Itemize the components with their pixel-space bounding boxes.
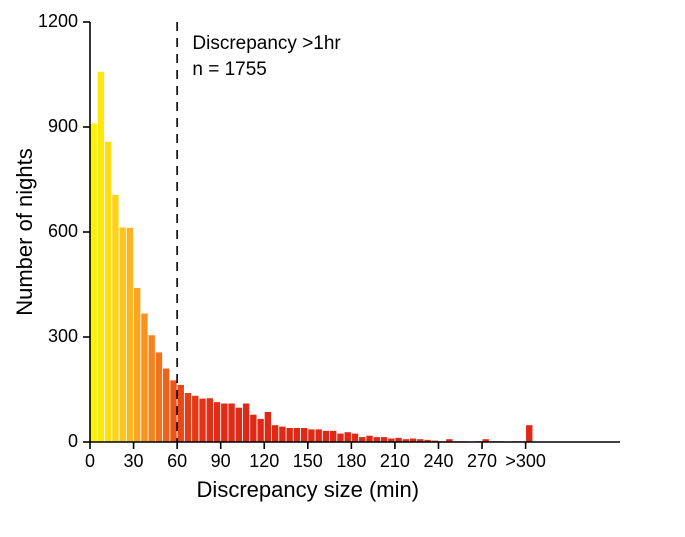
bar	[526, 425, 532, 442]
bar	[163, 369, 169, 443]
y-tick-label: 1200	[38, 11, 78, 31]
discrepancy-histogram: 0 300 600 900 1200 0 30 60 90 120 150 180 210 240 270 >…	[0, 0, 685, 537]
bar	[257, 419, 263, 442]
bar	[323, 431, 329, 442]
x-tick-label: 90	[211, 451, 231, 471]
bar	[105, 142, 111, 442]
x-tick-label: 180	[336, 451, 366, 471]
bar	[149, 335, 155, 442]
bar	[265, 412, 271, 442]
x-tick-label-overflow: >300	[505, 451, 546, 471]
x-tick-label: 60	[167, 451, 187, 471]
bar	[345, 432, 351, 442]
bar	[250, 415, 256, 442]
y-axis-label: Number of nights	[12, 148, 37, 316]
bar	[170, 380, 176, 442]
annotation-line-2: n = 1755	[192, 59, 266, 80]
x-axis-label: Discrepancy size (min)	[197, 477, 420, 502]
bar	[243, 404, 249, 443]
bar	[119, 227, 125, 442]
bar	[178, 385, 184, 442]
bar	[337, 434, 343, 442]
x-tick-label: 240	[423, 451, 453, 471]
x-tick-label: 30	[124, 451, 144, 471]
bar	[294, 428, 300, 442]
y-tick-label: 300	[48, 326, 78, 346]
bar	[134, 288, 140, 442]
bar	[228, 404, 234, 443]
x-tick-label: 150	[293, 451, 323, 471]
bar	[316, 429, 322, 442]
chart-svg: 0 300 600 900 1200 0 30 60 90 120 150 180 210 240 270 >…	[0, 0, 685, 537]
annotation-line-1: Discrepancy >1hr	[192, 33, 341, 54]
bar	[272, 425, 278, 442]
y-tick-label: 900	[48, 116, 78, 136]
bar	[156, 352, 162, 442]
bar	[286, 428, 292, 442]
bar	[199, 399, 205, 442]
bar	[127, 228, 133, 442]
bar	[185, 393, 191, 442]
bar	[330, 431, 336, 442]
bar	[90, 124, 96, 443]
bar	[192, 396, 198, 442]
bar	[279, 427, 285, 442]
bar	[352, 434, 358, 442]
bar	[236, 408, 242, 442]
bar	[141, 314, 147, 442]
bar	[112, 195, 118, 442]
bar	[301, 428, 307, 442]
bar	[214, 402, 220, 442]
x-tick-label: 0	[85, 451, 95, 471]
y-tick-label: 0	[68, 431, 78, 451]
x-tick-label: 270	[467, 451, 497, 471]
bar	[221, 404, 227, 443]
bar	[366, 436, 372, 442]
x-tick-label: 120	[249, 451, 279, 471]
bar	[207, 398, 213, 442]
x-tick-label: 210	[380, 451, 410, 471]
bar	[308, 429, 314, 442]
y-tick-label: 600	[48, 221, 78, 241]
bar	[98, 72, 104, 442]
